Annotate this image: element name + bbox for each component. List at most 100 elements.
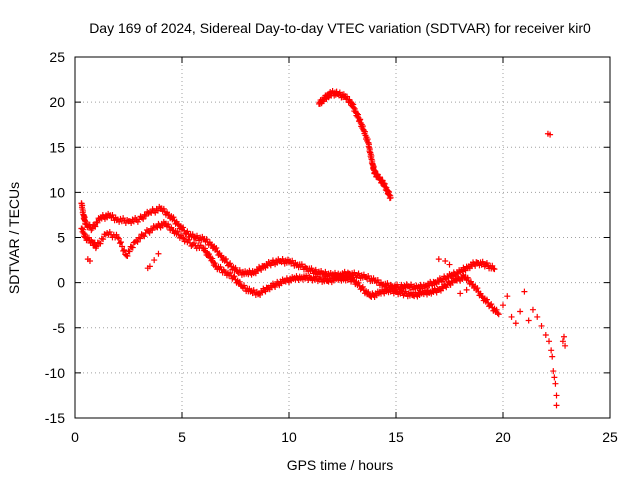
series-scattered-points-point [463, 286, 470, 293]
series-main-trace-lower-point [483, 296, 490, 303]
series-main-trace-upper-point [227, 260, 234, 267]
series-main-trace-upper-point [138, 214, 145, 221]
series-main-trace-upper-point [91, 222, 98, 229]
series-main-trace-lower-point [495, 311, 502, 318]
series-main-trace-lower-point [129, 244, 136, 251]
y-tick-label: 15 [49, 139, 65, 155]
series-main-trace-upper-point [116, 218, 123, 225]
series-main-trace-lower-point [488, 301, 495, 308]
plot-frame [74, 56, 611, 419]
series-scattered-points-point [529, 306, 536, 313]
data-marks [78, 88, 569, 409]
series-main-trace-lower-point [227, 270, 234, 277]
series-scattered-points-point [442, 257, 449, 264]
x-tick-label: 5 [178, 429, 186, 445]
series-main-trace-upper-point [203, 236, 210, 243]
series-main-trace-upper-point [232, 264, 239, 271]
series-main-trace-lower-point [202, 245, 209, 252]
series-main-trace-lower-point [197, 242, 204, 249]
series-scattered-points-point [504, 293, 511, 300]
series-main-trace-lower-point [116, 240, 123, 247]
series-scattered-points-point [553, 402, 560, 409]
series-main-trace-upper-point [93, 218, 100, 225]
series-main-trace-lower-point [355, 279, 362, 286]
series-main-trace-lower-point [143, 227, 150, 234]
series-scattered-points-point [546, 338, 553, 345]
series-main-trace-lower-point [221, 268, 228, 275]
x-tick-label: 0 [71, 429, 79, 445]
series-main-trace-lower-point [126, 248, 133, 255]
series-main-trace-lower-point [191, 240, 198, 247]
series-main-trace-upper-point [146, 209, 153, 216]
series-scattered-points-point [542, 331, 549, 338]
series-main-trace-upper-point [365, 272, 372, 279]
series-main-trace-upper-point [217, 252, 224, 259]
series-main-trace-upper-point [142, 213, 149, 220]
series-scattered-points-point [146, 263, 153, 270]
series-scattered-points-point [559, 338, 566, 345]
series-main-trace-upper-point [174, 220, 181, 227]
series-main-trace-upper-point [267, 262, 274, 269]
series-main-trace-lower-point [165, 221, 172, 228]
series-scattered-points-point [155, 250, 162, 257]
series-main-trace-lower-point [118, 239, 125, 246]
series-scattered-points-point [551, 374, 558, 381]
series-main-trace-lower-point [114, 234, 121, 241]
grid [75, 57, 610, 418]
series-main-trace-upper-point [374, 277, 381, 284]
series-main-trace-lower-point [262, 288, 269, 295]
series-main-trace-lower-point [183, 236, 190, 243]
series-scattered-points-point [457, 290, 464, 297]
series-main-trace-upper-point [170, 214, 177, 221]
series-main-trace-lower-point [179, 234, 185, 241]
series-main-trace-lower-point [241, 282, 248, 289]
series-scattered-points-point [151, 257, 158, 264]
series-scattered-points-point [534, 313, 541, 320]
y-tick-label: 25 [49, 49, 65, 65]
series-scattered-points-point [521, 288, 528, 295]
series-main-trace-lower-point [365, 288, 372, 295]
series-main-trace-lower-point [124, 253, 131, 260]
y-tick-label: 20 [49, 94, 65, 110]
series-main-trace-lower-point [443, 284, 450, 291]
chart-title: Day 169 of 2024, Sidereal Day-to-day VTE… [89, 20, 591, 36]
series-main-trace-lower-point [147, 225, 154, 232]
series-main-trace-lower-point [174, 228, 181, 235]
series-main-trace-lower-point [359, 283, 366, 290]
series-main-trace-upper-point [213, 244, 220, 251]
series-main-trace-lower-point [113, 231, 120, 238]
series-scattered-points-point [500, 302, 506, 309]
x-tick-label: 15 [388, 429, 404, 445]
series-main-trace-lower-point [119, 243, 126, 250]
series-main-trace-lower-point [120, 247, 127, 254]
series-main-trace-upper-point [94, 219, 101, 226]
series-scattered-points-point [538, 322, 545, 329]
series-scattered-points-point [548, 347, 555, 354]
series-main-trace-lower-point [141, 233, 148, 240]
series-scattered-points-point [517, 308, 524, 315]
series-main-trace-lower-point [115, 235, 122, 242]
series-main-trace-upper-point [141, 211, 148, 218]
series-scattered-points-point [549, 353, 556, 360]
series-main-trace-lower-point [134, 238, 141, 245]
series-main-trace-lower-point [272, 284, 279, 291]
series-main-trace-upper-point [491, 266, 498, 273]
y-tick-label: 5 [57, 230, 65, 246]
series-main-trace-upper-point [118, 218, 125, 225]
y-tick-label: 0 [57, 275, 65, 291]
series-main-trace-upper-point [189, 231, 196, 238]
series-scattered-points-point [86, 257, 93, 264]
series-main-trace-lower-point [350, 276, 357, 283]
series-scattered-points-point [562, 342, 569, 349]
series-main-trace-lower-point [133, 237, 140, 244]
series-scattered-points-point [547, 131, 554, 138]
series-main-trace-upper-point [160, 205, 167, 212]
series-scattered-points-point [446, 261, 453, 268]
series-scattered-points-point [508, 313, 515, 320]
x-tick-label: 20 [495, 429, 511, 445]
x-axis-label: GPS time / hours [287, 457, 394, 473]
series-scattered-points-point [552, 380, 559, 387]
x-tick-label: 25 [602, 429, 618, 445]
series-main-trace-lower-point [100, 236, 107, 243]
